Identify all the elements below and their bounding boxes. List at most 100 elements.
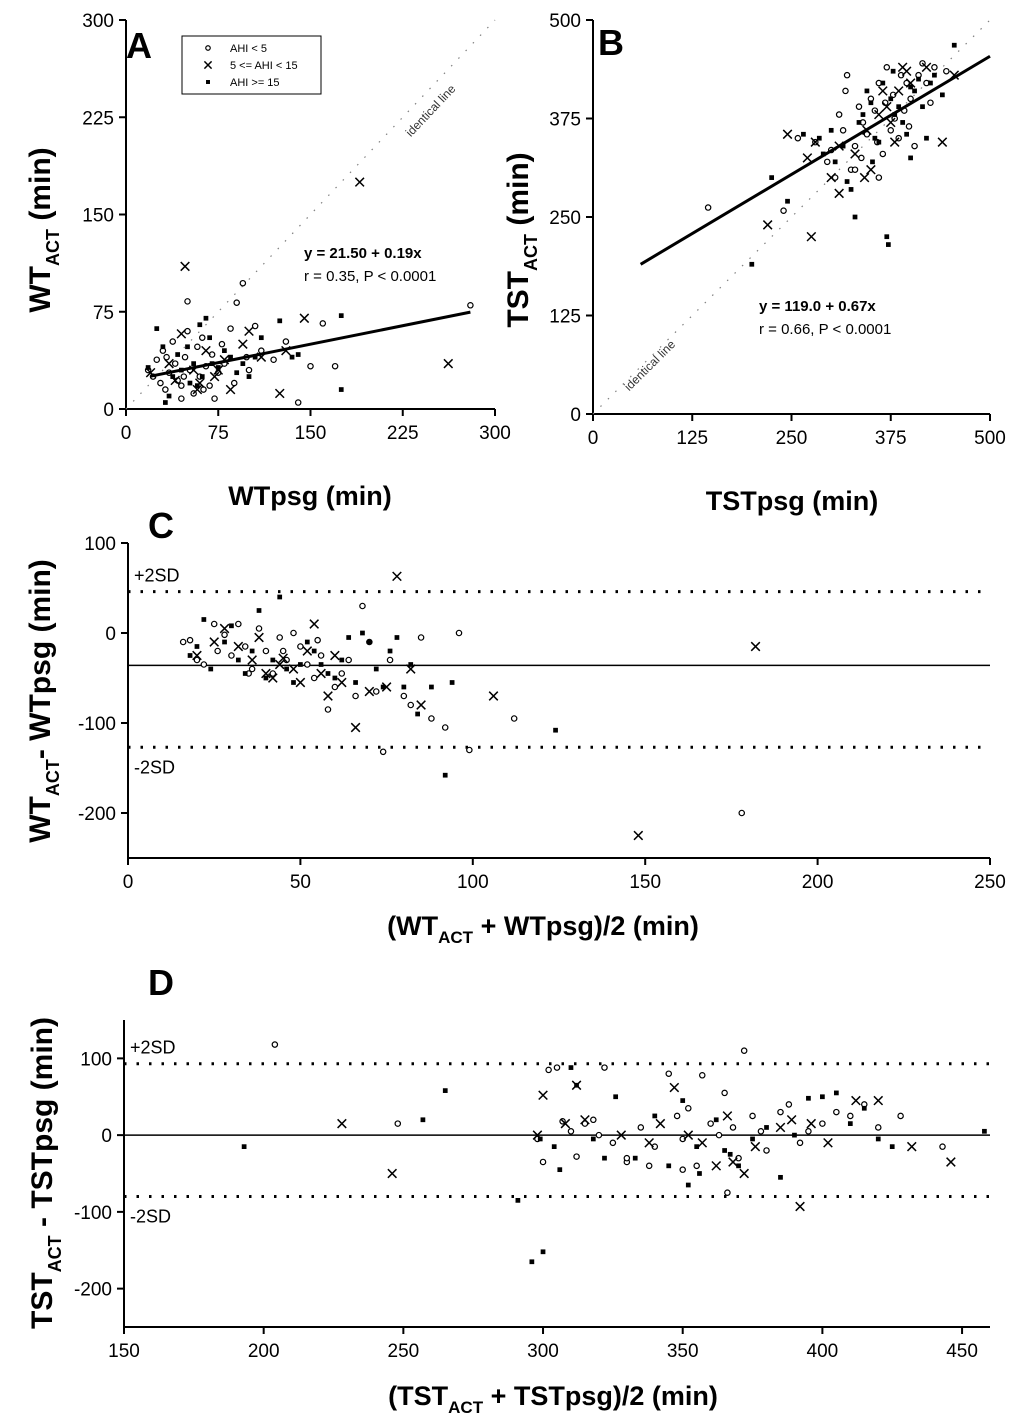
square-marker xyxy=(197,322,203,328)
circle-marker xyxy=(394,1120,402,1127)
circle-marker xyxy=(372,688,380,695)
circle-marker xyxy=(269,670,277,677)
circle-marker xyxy=(595,1131,603,1139)
circle-marker xyxy=(911,142,918,150)
identity-line-label: identical line xyxy=(403,82,459,140)
cross-marker xyxy=(823,1137,833,1148)
circle-marker xyxy=(169,338,177,345)
circle-marker xyxy=(193,656,201,664)
circle-marker xyxy=(724,1189,731,1196)
cross-marker xyxy=(350,722,361,733)
square-marker xyxy=(568,1065,574,1070)
square-marker xyxy=(828,127,834,133)
square-marker xyxy=(590,1136,596,1142)
square-marker xyxy=(242,671,248,676)
circle-marker xyxy=(205,45,211,51)
square-marker xyxy=(194,383,200,389)
y-axis-title-main: TST xyxy=(26,1272,59,1329)
cross-marker xyxy=(219,623,230,634)
y-tick-label: 0 xyxy=(101,1126,112,1147)
square-marker xyxy=(304,639,310,645)
square-marker xyxy=(694,1144,700,1150)
cross-marker xyxy=(834,188,844,199)
square-marker xyxy=(229,623,234,629)
square-marker xyxy=(291,680,296,685)
cross-marker xyxy=(354,177,365,187)
square-marker xyxy=(256,608,262,613)
circle-marker xyxy=(794,134,802,142)
y-axis-title-tail: (min) xyxy=(24,147,57,229)
square-marker xyxy=(844,179,850,184)
circle-marker xyxy=(905,123,913,130)
cross-marker xyxy=(192,384,203,395)
square-marker xyxy=(537,1136,543,1142)
cross-marker xyxy=(225,384,236,395)
square-marker xyxy=(145,365,151,370)
square-marker xyxy=(270,657,276,663)
circle-marker xyxy=(777,1108,784,1116)
cross-marker xyxy=(247,655,257,665)
circle-marker xyxy=(400,692,408,700)
circle-marker xyxy=(153,356,161,363)
circle-marker xyxy=(428,715,435,722)
square-marker xyxy=(896,104,902,110)
cross-marker xyxy=(762,220,773,230)
circle-marker xyxy=(879,150,887,158)
regression-stat: r = 0.66, P < 0.0001 xyxy=(759,321,891,338)
cross-marker xyxy=(885,117,896,128)
cross-marker xyxy=(416,700,426,710)
circle-marker xyxy=(833,1108,840,1116)
circle-marker xyxy=(729,1124,737,1131)
square-marker xyxy=(951,42,957,48)
circle-marker xyxy=(673,1112,681,1120)
x-axis-title-main: (WT xyxy=(387,911,438,941)
y-axis-title-subscript: ACT xyxy=(521,234,541,271)
cross-marker xyxy=(859,172,870,183)
circle-marker xyxy=(245,366,253,374)
x-axis-title-subscript: ACT xyxy=(438,928,474,947)
square-marker xyxy=(982,1128,987,1134)
x-tick-label: 200 xyxy=(248,1341,280,1362)
y-tick-label: 125 xyxy=(549,307,581,328)
square-marker xyxy=(769,175,775,180)
cross-marker xyxy=(233,641,244,652)
circle-marker xyxy=(200,661,208,668)
square-marker xyxy=(840,143,846,149)
y-axis-title: TSTACT (min) xyxy=(502,152,541,327)
circle-marker xyxy=(897,1112,904,1120)
square-marker xyxy=(816,135,822,141)
square-marker xyxy=(908,84,913,90)
circle-marker xyxy=(194,343,201,351)
square-marker xyxy=(602,1155,607,1161)
upper-sd-label: +2SD xyxy=(130,1038,176,1058)
square-marker xyxy=(311,648,317,654)
square-marker xyxy=(856,120,862,125)
square-marker xyxy=(888,96,894,102)
square-marker xyxy=(886,242,891,247)
circle-marker xyxy=(241,643,249,650)
square-marker xyxy=(613,1094,619,1100)
cross-marker xyxy=(560,1118,571,1129)
cross-marker xyxy=(316,668,326,679)
cross-marker xyxy=(722,1111,733,1121)
cross-marker xyxy=(901,66,912,77)
square-marker xyxy=(366,639,372,645)
circle-marker xyxy=(352,692,359,700)
circle-marker xyxy=(206,382,213,389)
circle-marker xyxy=(581,1120,589,1127)
circle-marker xyxy=(637,1124,645,1131)
square-marker xyxy=(387,648,393,654)
square-marker xyxy=(861,1105,867,1111)
circle-marker xyxy=(943,67,950,75)
x-axis-title: WTpsg (min) xyxy=(228,481,391,511)
y-axis-title-subscript: ACT xyxy=(45,1235,65,1272)
y-tick-label: -100 xyxy=(78,714,116,735)
circle-marker xyxy=(567,1128,575,1135)
identity-line-label: identical line xyxy=(621,337,678,394)
square-marker xyxy=(928,80,933,86)
cross-marker xyxy=(750,1141,761,1152)
circle-marker xyxy=(467,302,474,309)
square-marker xyxy=(222,348,227,354)
circle-marker xyxy=(721,1089,728,1097)
y-tick-label: -100 xyxy=(74,1203,112,1224)
